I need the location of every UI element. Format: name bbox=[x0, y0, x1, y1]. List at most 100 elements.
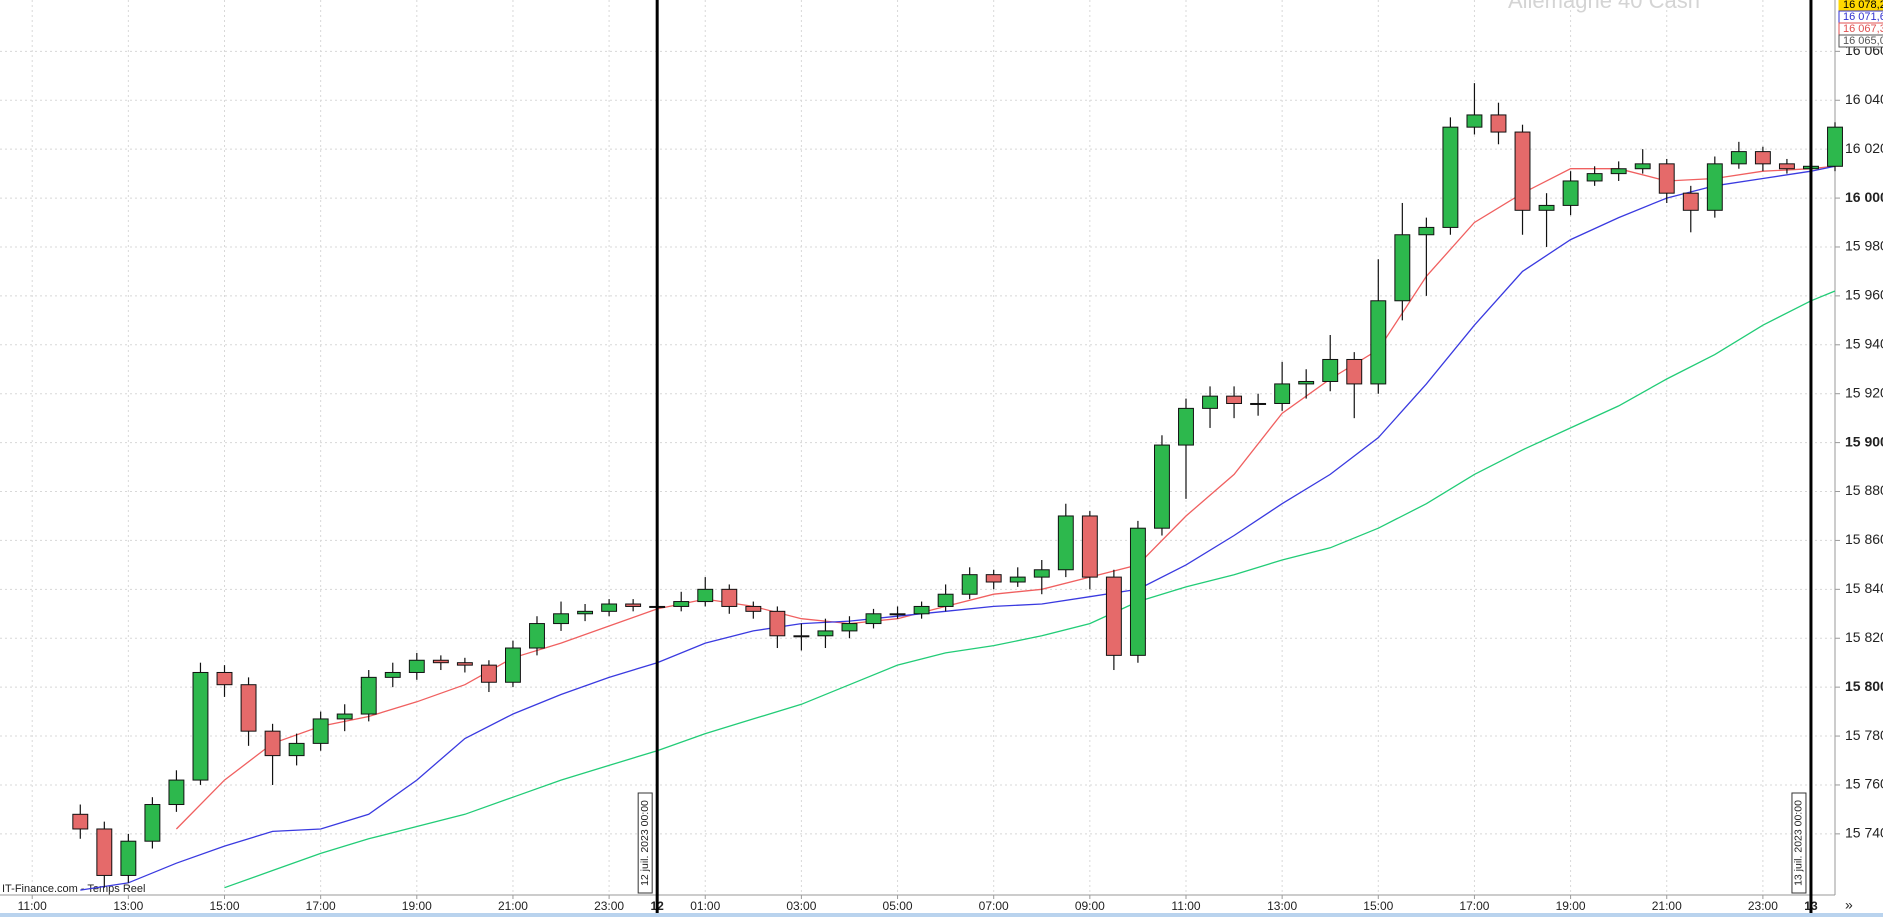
candle-body bbox=[817, 630, 834, 637]
x-tick-label: 21:00 bbox=[1652, 899, 1682, 913]
x-tick-label: 09:00 bbox=[1075, 899, 1105, 913]
candle-body bbox=[505, 647, 521, 683]
day-label-box bbox=[1791, 792, 1807, 894]
candle-body bbox=[1178, 407, 1194, 446]
candle-body bbox=[120, 840, 137, 876]
candle-body bbox=[1322, 358, 1339, 382]
candle-body bbox=[529, 623, 545, 649]
candle-body bbox=[1778, 163, 1795, 170]
x-tick-label: 15:00 bbox=[1363, 899, 1393, 913]
x-tick-label: 11:00 bbox=[1171, 899, 1200, 913]
moving-average-line bbox=[175, 165, 1836, 830]
x-tick-label: 23:00 bbox=[594, 899, 624, 913]
candle-body bbox=[432, 659, 449, 664]
candle-body bbox=[1682, 192, 1699, 211]
candle-body bbox=[1394, 234, 1411, 302]
x-tick-label: 01:00 bbox=[690, 899, 720, 913]
x-tick-label: 23:00 bbox=[1748, 899, 1778, 913]
candle-body bbox=[553, 613, 569, 625]
candle-body bbox=[1105, 576, 1122, 656]
y-tick-label: 15 800 bbox=[1845, 678, 1883, 694]
candle-body bbox=[1226, 395, 1243, 404]
candle-body bbox=[1490, 114, 1507, 133]
x-tick-label: 21:00 bbox=[498, 899, 528, 913]
candle-body bbox=[577, 610, 594, 615]
candle-body bbox=[336, 713, 353, 720]
candle-body bbox=[1033, 569, 1050, 578]
bottom-bar bbox=[0, 913, 1883, 917]
price-tag: 16 067,3 bbox=[1843, 23, 1883, 35]
candle-body bbox=[1466, 114, 1483, 128]
x-tick-label: 17:00 bbox=[306, 899, 336, 913]
candle-body bbox=[961, 574, 978, 595]
candle-body bbox=[1730, 151, 1747, 165]
candle-body bbox=[264, 730, 281, 757]
candle-body bbox=[360, 676, 377, 715]
source-label: IT-Finance.com - Temps Reel bbox=[2, 883, 145, 895]
candle-body bbox=[1081, 515, 1098, 578]
candle-body bbox=[721, 588, 738, 607]
candle-body bbox=[96, 828, 113, 876]
price-tag-box bbox=[1838, 34, 1883, 48]
candle-body bbox=[480, 664, 497, 683]
y-tick-label: 15 900 bbox=[1845, 433, 1883, 449]
candle-body bbox=[625, 603, 642, 607]
candle-body bbox=[1418, 226, 1435, 236]
candle-body bbox=[1514, 131, 1531, 211]
y-tick-label: 16 000 bbox=[1845, 189, 1883, 205]
y-tick-label: 15 940 bbox=[1845, 335, 1883, 351]
candle-body bbox=[192, 671, 209, 781]
day-label: 12 juil. 2023 00:00 bbox=[639, 800, 651, 886]
candle-body bbox=[1370, 300, 1387, 385]
candle-body bbox=[673, 601, 690, 607]
candle-body bbox=[1538, 204, 1555, 211]
candle-body bbox=[601, 603, 618, 612]
candle-body bbox=[1634, 163, 1651, 170]
price-tag: 16 065,0 bbox=[1843, 35, 1883, 47]
candle-body bbox=[889, 613, 906, 616]
y-tick-label: 16 020 bbox=[1845, 140, 1883, 156]
y-tick-label: 15 820 bbox=[1845, 629, 1883, 645]
candle-body bbox=[1202, 395, 1218, 409]
day-label: 13 juil. 2023 00:00 bbox=[1793, 800, 1805, 886]
candle-body bbox=[1442, 126, 1459, 228]
candle-body bbox=[384, 671, 401, 678]
y-tick-label: 15 840 bbox=[1845, 580, 1883, 596]
candle-body bbox=[745, 605, 762, 612]
candle-body bbox=[288, 742, 305, 757]
candle-body bbox=[1658, 163, 1675, 194]
candle-body bbox=[1610, 168, 1627, 175]
y-tick-label: 15 740 bbox=[1845, 825, 1883, 841]
candle-body bbox=[1706, 163, 1723, 211]
x-tick-label: 15:00 bbox=[209, 899, 239, 913]
candle-body bbox=[865, 613, 882, 625]
candle-body bbox=[1298, 380, 1315, 385]
candle-body bbox=[841, 623, 858, 632]
candle-body bbox=[408, 659, 425, 673]
x-tick-label: 13:00 bbox=[113, 899, 143, 913]
x-tick-label: 19:00 bbox=[402, 899, 432, 913]
candle-body bbox=[1057, 515, 1074, 571]
candle-body bbox=[144, 804, 161, 842]
candle-body bbox=[1250, 402, 1267, 405]
moving-average-line bbox=[80, 165, 1836, 891]
candle-body bbox=[937, 593, 954, 607]
candle-body bbox=[1129, 527, 1146, 656]
moving-average-line bbox=[224, 290, 1836, 889]
x-tick-label: 11:00 bbox=[18, 899, 47, 913]
candle-body bbox=[216, 671, 233, 686]
y-tick-label: 15 760 bbox=[1845, 776, 1883, 792]
candle-body bbox=[985, 574, 1002, 583]
candle-body bbox=[1274, 383, 1291, 404]
candle-body bbox=[1827, 126, 1843, 167]
scroll-arrows[interactable]: » bbox=[1845, 897, 1853, 913]
candle-body bbox=[1346, 358, 1363, 385]
candle-body bbox=[72, 813, 89, 830]
x-tick-label: 13:00 bbox=[1267, 899, 1297, 913]
price-tag: 16 078,2 bbox=[1843, 0, 1883, 11]
y-tick-label: 15 860 bbox=[1845, 531, 1883, 547]
day-label-box bbox=[637, 792, 653, 894]
y-tick-label: 16 040 bbox=[1845, 91, 1883, 107]
candle-body bbox=[1754, 151, 1771, 165]
